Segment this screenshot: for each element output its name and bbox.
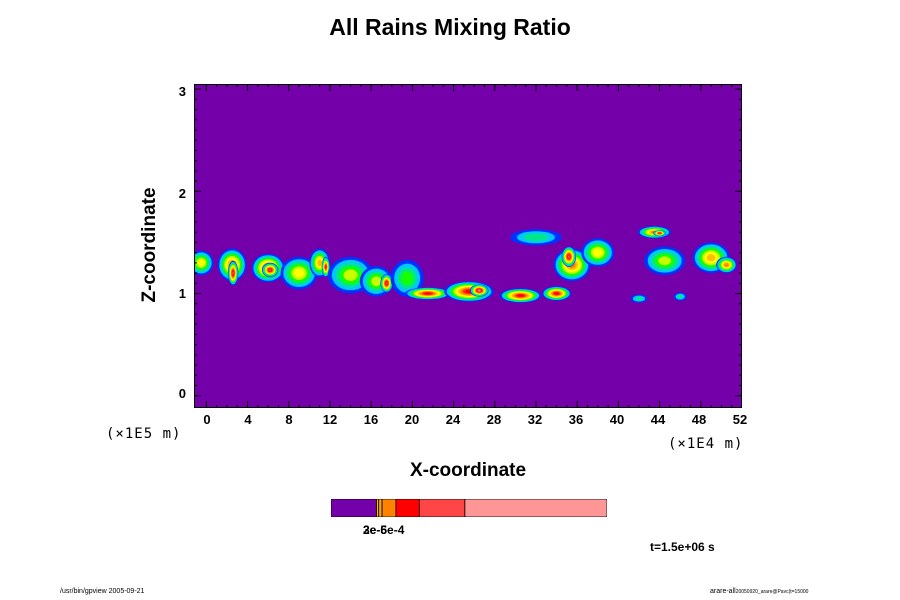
contour-level-5 <box>371 276 382 287</box>
y-unit-label: (×1E5 m) <box>106 426 182 442</box>
footer-source: arare-all20050920_arare@Pavc(t=15000 <box>710 588 808 595</box>
contour-level-6 <box>294 268 304 278</box>
contour-level-5 <box>658 256 672 266</box>
x-tick-label: 0 <box>203 412 211 427</box>
y-tick-label: 1 <box>178 286 186 301</box>
contour-level-5 <box>343 269 358 281</box>
plot-background <box>194 84 742 408</box>
contour-level-6 <box>197 259 205 267</box>
chart-title: All Rains Mixing Ratio <box>329 14 571 40</box>
contour-level-10 <box>424 292 432 295</box>
field-background <box>194 84 742 408</box>
contour-level-8 <box>724 263 729 267</box>
contour-level-3 <box>523 233 549 242</box>
x-unit-label: (×1E4 m) <box>668 436 744 452</box>
contour-level-10 <box>325 265 327 269</box>
colorbar-label-main: 3e-5e-4 <box>363 523 405 537</box>
contour-level-6 <box>593 248 603 257</box>
contour-level-7 <box>706 254 716 262</box>
x-tick-label: 48 <box>691 412 707 427</box>
contour-level-4 <box>401 271 414 286</box>
contour-level-12 <box>478 289 481 292</box>
time-label: t=1.5e+06 s <box>650 540 715 554</box>
x-tick-label: 4 <box>244 412 252 427</box>
contour-level-10 <box>517 294 524 297</box>
x-tick-label: 24 <box>445 412 461 427</box>
x-tick-label: 44 <box>650 412 666 427</box>
colorbar-segment <box>378 499 383 517</box>
colorbar-label-overlap: 2e-6 <box>363 523 388 537</box>
contour-level-3 <box>635 296 643 301</box>
colorbar-segment <box>331 499 377 517</box>
x-tick-label: 36 <box>568 412 584 427</box>
contour-level-11 <box>268 268 272 272</box>
heatmap-plot <box>194 84 742 408</box>
colorbar-segment <box>418 499 466 517</box>
y-tick-label: 3 <box>178 84 186 99</box>
contour-level-3 <box>677 294 684 299</box>
colorbar-segment <box>381 499 397 517</box>
x-tick-label: 52 <box>732 412 748 427</box>
x-tick-label: 32 <box>527 412 543 427</box>
contour-level-11 <box>232 271 234 275</box>
plot-axes <box>194 84 742 408</box>
x-tick-label: 12 <box>322 412 338 427</box>
colorbar-segment <box>464 499 607 517</box>
x-axis-label: X-coordinate <box>409 460 527 481</box>
x-tick-label: 28 <box>486 412 502 427</box>
contour-level-11 <box>385 281 388 285</box>
field-contours <box>194 226 737 303</box>
y-tick-label: 0 <box>178 386 186 401</box>
y-tick-label: 2 <box>178 186 186 201</box>
x-tick-label: 20 <box>404 412 420 427</box>
x-tick-label: 40 <box>609 412 625 427</box>
x-tick-label: 8 <box>285 412 293 427</box>
footer-source-detail: 20050920_arare@Pavc(t=15000 <box>735 589 809 595</box>
footer-command: /usr/bin/gpview 2005-09-21 <box>60 588 145 595</box>
contour-level-7 <box>317 259 323 267</box>
contour-level-11 <box>658 232 661 234</box>
plot-frame <box>194 84 742 408</box>
colorbar-segment <box>395 499 420 517</box>
footer-source-main: arare-all <box>710 588 736 595</box>
x-tick-label: 16 <box>363 412 379 427</box>
contour-level-11 <box>567 255 570 259</box>
contour-level-10 <box>554 292 559 295</box>
colorbar <box>331 499 607 517</box>
